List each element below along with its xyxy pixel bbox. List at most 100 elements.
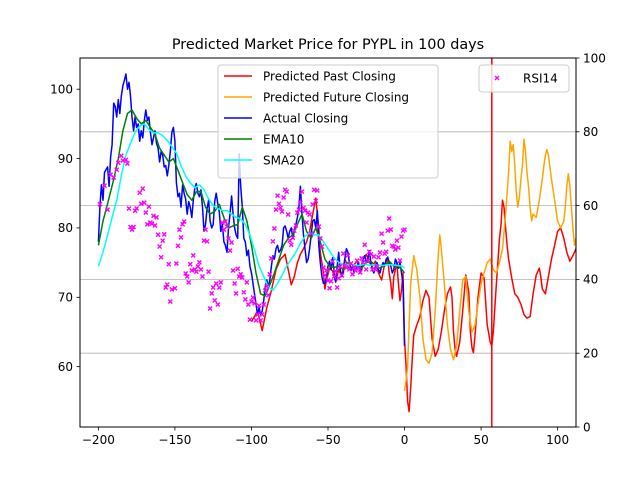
rsi14-point — [302, 208, 308, 214]
rsi14-point — [379, 231, 385, 237]
rsi14-point — [273, 207, 279, 213]
rsi14-point — [178, 234, 184, 240]
rsi14-point — [258, 317, 264, 323]
rsi14-point — [218, 279, 224, 285]
y-tick-label: 60 — [58, 360, 73, 374]
rsi14-point — [363, 266, 369, 272]
rsi14-point — [175, 243, 181, 249]
rsi14-point — [187, 261, 193, 267]
rsi14-point — [167, 299, 173, 305]
rsi14-point — [265, 292, 271, 298]
rsi14-point — [262, 287, 268, 293]
rsi14-point — [204, 238, 210, 244]
rsi14-point — [351, 265, 357, 271]
y2-tick-label: 40 — [583, 273, 598, 287]
rsi14-point — [173, 261, 179, 267]
rsi14-point — [169, 286, 175, 292]
rsi14-point — [232, 280, 238, 286]
rsi14-point — [157, 244, 163, 250]
rsi14-point — [261, 301, 267, 307]
rsi14-point — [207, 306, 213, 312]
rsi14-point — [374, 263, 380, 269]
rsi14-point — [215, 301, 221, 307]
rsi14-point — [212, 297, 218, 303]
rsi14-point — [198, 266, 204, 272]
rsi14-point — [166, 261, 172, 267]
rsi14-point — [155, 232, 161, 238]
x-tick-label: 0 — [401, 433, 409, 447]
rsi14-point — [241, 289, 247, 295]
rsi14-point — [348, 261, 354, 267]
rsi14-point — [152, 223, 158, 229]
rsi14-point — [383, 249, 389, 255]
y-tick-label: 80 — [58, 221, 73, 235]
rsi14-point — [97, 201, 103, 207]
rsi14-point — [339, 272, 345, 278]
rsi14-point — [101, 183, 107, 189]
rsi14-point — [284, 189, 290, 195]
rsi14-point — [224, 224, 230, 230]
rsi14-point — [386, 216, 392, 222]
y-tick-label: 70 — [58, 291, 73, 305]
y2-tick-label: 20 — [583, 347, 598, 361]
rsi14-point — [359, 255, 365, 261]
rsi14-point — [252, 300, 258, 306]
rsi14-point — [140, 186, 146, 192]
y2-tick-label: 100 — [583, 51, 606, 65]
legend-label-predicted-future-closing: Predicted Future Closing — [263, 91, 409, 105]
rsi14-point — [346, 266, 352, 272]
rsi14-point — [385, 228, 391, 234]
rsi14-point — [183, 271, 189, 276]
rsi-marker-layer — [97, 153, 408, 323]
rsi14-point — [323, 268, 329, 274]
rsi14-point — [137, 190, 143, 196]
rsi14-point — [256, 303, 262, 309]
rsi14-point — [186, 279, 192, 285]
legend-swatch-rsi14 — [494, 75, 500, 81]
rsi14-point — [164, 282, 170, 288]
rsi14-point — [372, 266, 378, 272]
rsi14-point — [281, 194, 287, 200]
rsi14-point — [123, 157, 129, 163]
rsi14-point — [250, 294, 256, 300]
rsi14-point — [160, 238, 166, 244]
rsi14-point — [216, 285, 222, 291]
x-tick-label: −200 — [82, 433, 115, 447]
rsi14-point — [230, 268, 236, 274]
rsi14-point — [291, 228, 297, 234]
rsi14-point — [392, 247, 398, 253]
rsi14-point — [334, 285, 340, 291]
rsi14-point — [267, 271, 273, 277]
rsi14-point — [184, 273, 190, 279]
rsi14-point — [126, 206, 132, 212]
rsi14-point — [319, 244, 325, 250]
rsi14-point — [141, 200, 147, 206]
rsi14-point — [308, 231, 314, 237]
rsi14-point — [377, 249, 383, 255]
x-tick-label: −150 — [158, 433, 191, 447]
rsi14-point — [210, 285, 216, 291]
series-line-predicted-future-closing — [403, 138, 576, 392]
rsi14-point — [229, 240, 235, 245]
rsi14-point — [310, 201, 316, 207]
rsi14-point — [209, 290, 215, 296]
rsi14-point — [196, 259, 202, 265]
rsi14-point — [398, 234, 404, 240]
axis-layer: −200 −150 −100 −50 0 50 100 60 70 80 90 100 0 20 40 60 8… — [50, 51, 606, 447]
x-tick-label: 50 — [473, 433, 488, 447]
rsi14-point — [268, 255, 274, 261]
rsi14-point — [180, 221, 186, 227]
rsi14-point — [307, 211, 313, 217]
rsi14-point — [129, 227, 135, 233]
rsi14-point — [248, 299, 254, 305]
legend-label-ema10: EMA10 — [263, 133, 304, 147]
rsi14-point — [247, 317, 253, 323]
rsi14-point — [150, 213, 156, 219]
rsi14-point — [333, 268, 339, 274]
legend-left-box — [217, 64, 439, 179]
rsi14-point — [138, 201, 144, 207]
x-tick-label: 100 — [546, 433, 569, 447]
rsi14-point — [357, 269, 363, 275]
rsi14-point — [362, 242, 368, 248]
